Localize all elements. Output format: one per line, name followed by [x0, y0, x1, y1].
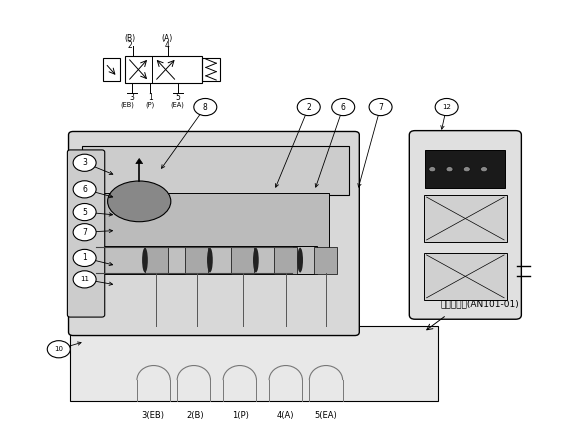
Bar: [426, 150, 505, 188]
Text: 2(B): 2(B): [186, 411, 204, 420]
Text: 5(EA): 5(EA): [315, 411, 338, 420]
Ellipse shape: [142, 248, 148, 273]
Text: 7: 7: [82, 228, 87, 237]
Bar: [96, 246, 317, 274]
Circle shape: [47, 341, 71, 358]
Bar: [202, 58, 220, 81]
Bar: [424, 195, 507, 242]
Text: 2: 2: [128, 41, 132, 50]
FancyBboxPatch shape: [69, 132, 359, 336]
Bar: [424, 253, 507, 300]
Circle shape: [73, 204, 96, 221]
Circle shape: [369, 98, 392, 116]
Text: 4(A): 4(A): [277, 411, 294, 420]
Text: 6: 6: [341, 103, 346, 111]
Circle shape: [194, 98, 217, 116]
Text: 12: 12: [442, 104, 451, 110]
Text: 3(EB): 3(EB): [141, 411, 164, 420]
Bar: [96, 193, 329, 251]
Circle shape: [429, 166, 436, 172]
Circle shape: [73, 224, 96, 241]
Text: 1: 1: [82, 253, 87, 263]
Text: 11: 11: [80, 276, 89, 282]
Text: 1: 1: [147, 93, 153, 102]
Circle shape: [480, 166, 487, 172]
Text: 5: 5: [82, 208, 87, 217]
Circle shape: [435, 98, 458, 116]
Ellipse shape: [108, 181, 171, 222]
Circle shape: [73, 154, 96, 171]
Text: (B): (B): [124, 34, 136, 43]
Text: 5: 5: [175, 93, 180, 102]
Ellipse shape: [297, 248, 303, 273]
Bar: [274, 247, 297, 274]
Circle shape: [73, 181, 96, 198]
Circle shape: [332, 98, 354, 116]
Text: (EA): (EA): [171, 102, 185, 108]
Text: 3: 3: [130, 93, 135, 102]
Bar: [125, 55, 202, 83]
Text: 6: 6: [82, 185, 87, 194]
Bar: [185, 247, 208, 274]
Ellipse shape: [207, 248, 213, 273]
Text: (P): (P): [146, 102, 154, 108]
Bar: [103, 58, 120, 81]
Text: (A): (A): [161, 34, 173, 43]
FancyBboxPatch shape: [409, 131, 521, 319]
FancyBboxPatch shape: [68, 150, 105, 317]
Bar: [231, 247, 254, 274]
Text: 10: 10: [54, 346, 64, 352]
Polygon shape: [136, 159, 143, 163]
Ellipse shape: [253, 248, 259, 273]
Text: 8: 8: [203, 103, 208, 111]
Text: 7: 7: [378, 103, 383, 111]
Text: 3: 3: [82, 158, 87, 167]
Text: (EB): (EB): [121, 102, 135, 108]
Bar: [82, 146, 349, 195]
Circle shape: [463, 166, 470, 172]
Circle shape: [297, 98, 320, 116]
Bar: [145, 247, 168, 274]
Text: 1(P): 1(P): [233, 411, 250, 420]
Circle shape: [73, 250, 96, 267]
Text: サイレンサ(AN101-01): サイレンサ(AN101-01): [441, 300, 519, 309]
Circle shape: [73, 271, 96, 288]
Bar: [314, 247, 338, 274]
Text: 2: 2: [306, 103, 311, 111]
Circle shape: [446, 166, 453, 172]
Bar: [71, 326, 438, 401]
Text: 4: 4: [165, 41, 170, 50]
